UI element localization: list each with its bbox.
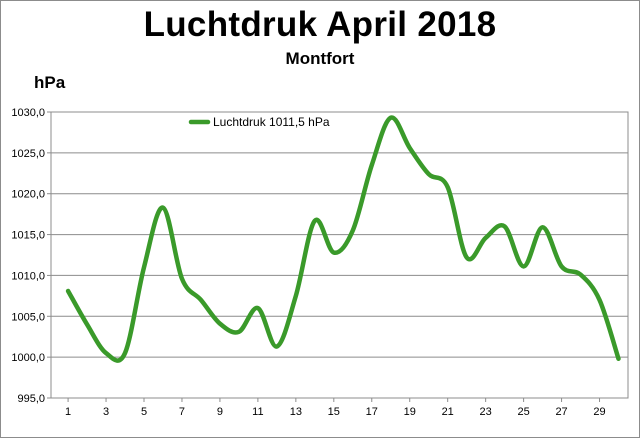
x-tick-label: 21	[442, 406, 454, 418]
y-tick-label: 1020,0	[11, 189, 45, 201]
x-tick-label: 25	[517, 406, 529, 418]
legend-label: Luchtdruk 1011,5 hPa	[213, 115, 330, 129]
y-tick-label: 1000,0	[11, 352, 45, 364]
y-tick-label: 1030,0	[11, 107, 45, 119]
chart-subtitle: Montfort	[285, 49, 355, 68]
x-tick-label: 3	[103, 406, 109, 418]
x-tick-label: 17	[366, 406, 378, 418]
x-tick-label: 5	[141, 406, 147, 418]
y-tick-label: 1025,0	[11, 148, 45, 160]
y-tick-label: 1010,0	[11, 270, 45, 282]
y-tick-label: 995,0	[17, 393, 45, 405]
y-axis-label: hPa	[34, 73, 66, 92]
series-line	[65, 115, 621, 363]
x-tick-label: 27	[555, 406, 567, 418]
x-tick-label: 1	[65, 406, 71, 418]
x-tick-label: 13	[290, 406, 302, 418]
x-tick-label: 23	[480, 406, 492, 418]
y-tick-label: 1015,0	[11, 230, 45, 242]
y-tick-label: 1005,0	[11, 311, 45, 323]
x-tick-label: 15	[328, 406, 340, 418]
plot-border	[50, 111, 629, 399]
x-tick-label: 11	[252, 406, 263, 418]
chart-title: Luchtdruk April 2018	[143, 5, 497, 44]
x-tick-label: 29	[593, 406, 605, 418]
x-tick-label: 9	[217, 406, 223, 418]
x-tick-label: 7	[179, 406, 185, 418]
x-tick-label: 19	[404, 406, 416, 418]
